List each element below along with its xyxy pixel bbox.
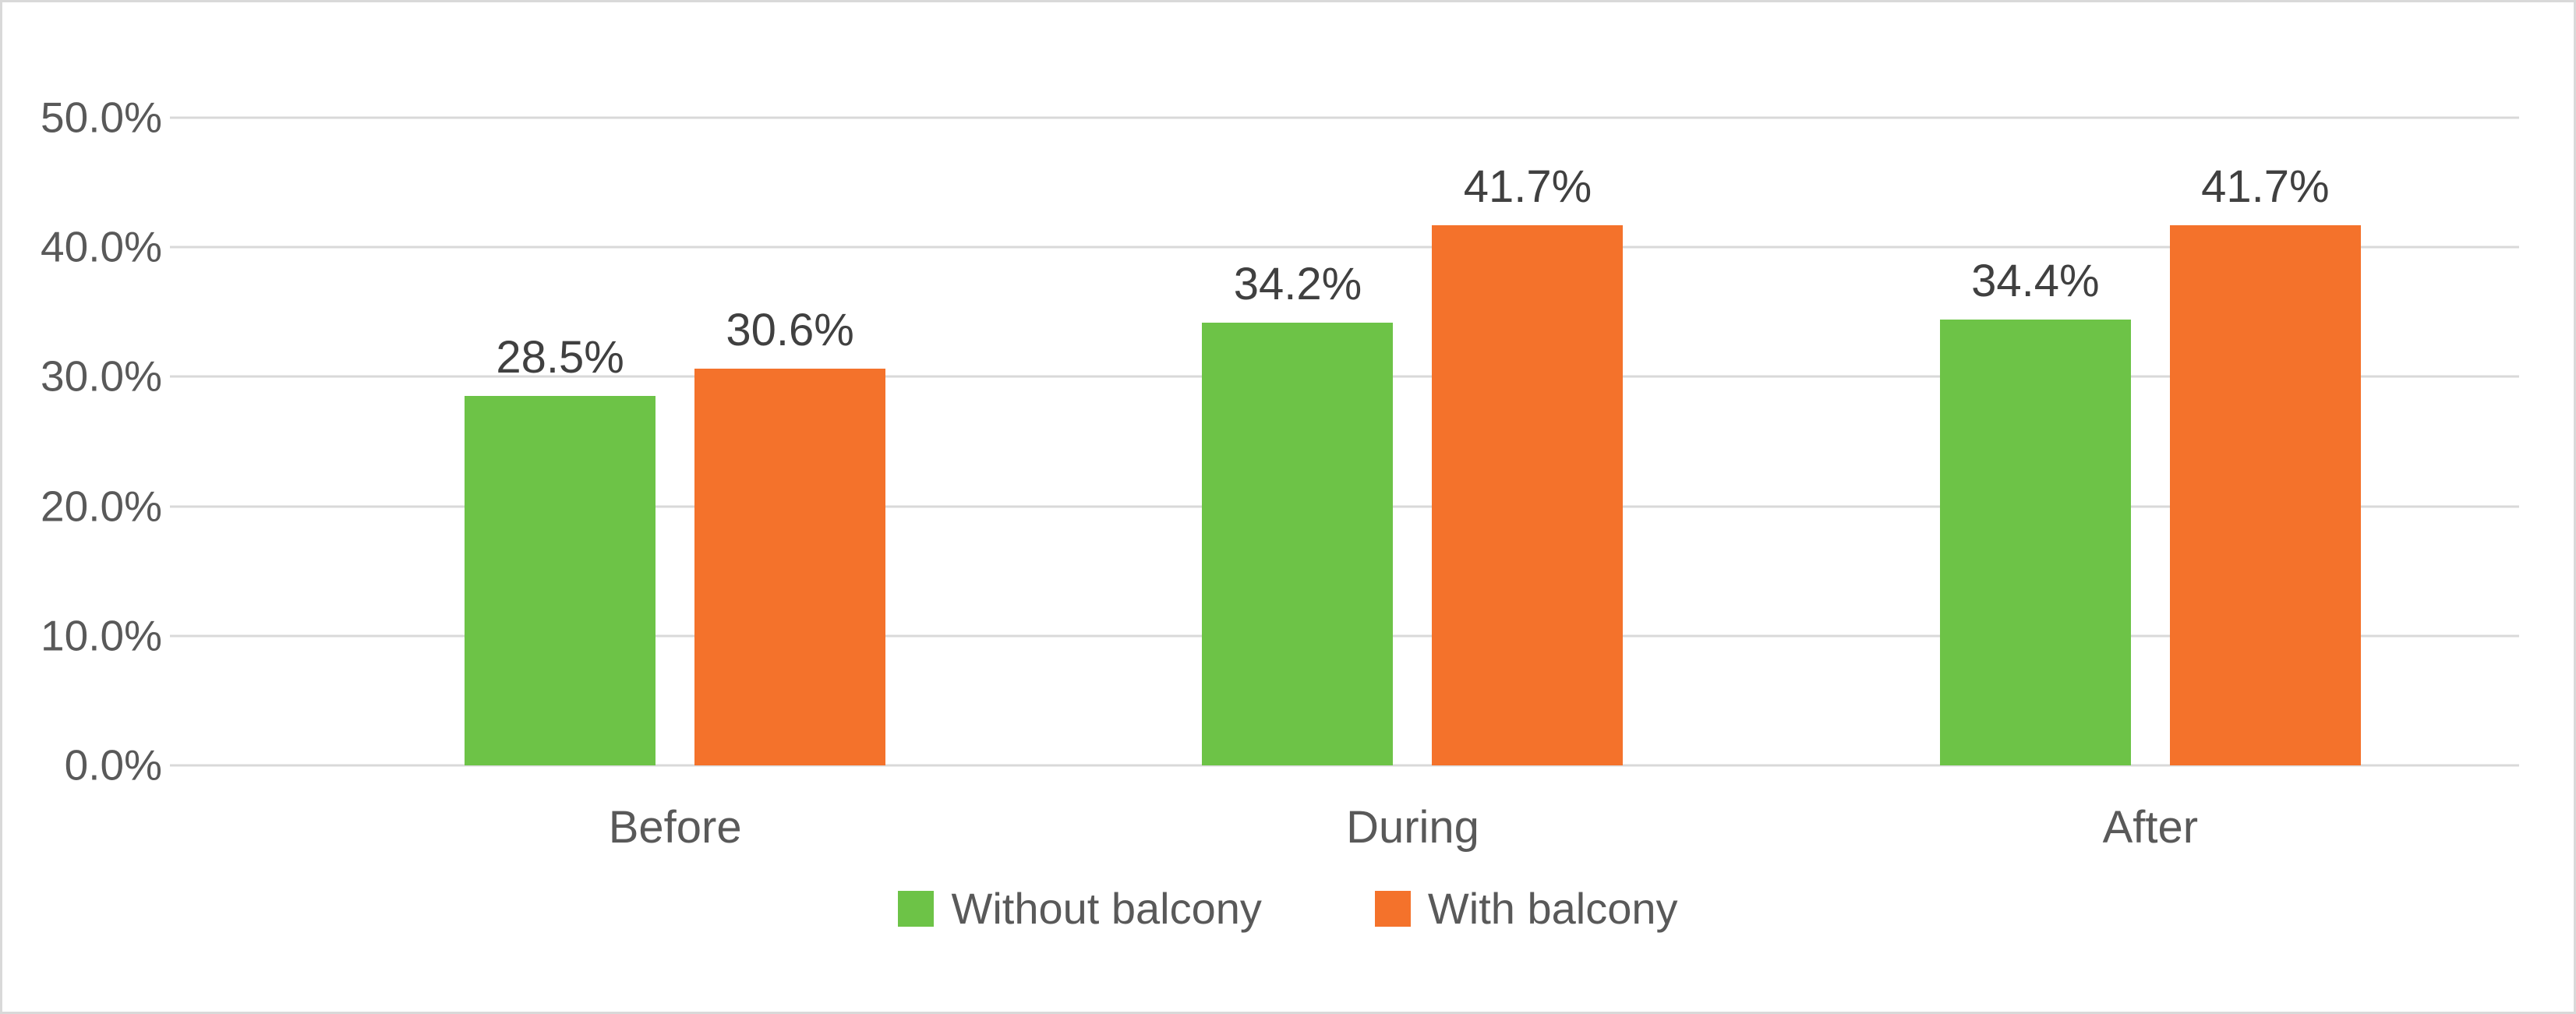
legend: Without balcony With balcony: [2, 887, 2574, 931]
x-axis-labels: Before During After: [189, 805, 2519, 850]
y-axis-tick-label: 20.0%: [41, 482, 162, 531]
legend-swatch-icon: [898, 891, 935, 927]
bar-value-label: 30.6%: [726, 305, 854, 356]
y-axis-tick-label: 0.0%: [64, 740, 162, 790]
bar-series-0: 34.4%: [1939, 259, 2131, 765]
legend-label: Without balcony: [951, 884, 1262, 933]
x-axis-category-label: After: [2102, 802, 2199, 853]
y-axis: 0.0% 10.0% 20.0% 30.0% 40.0% 50.0%: [2, 96, 162, 786]
bar-series-1: 30.6%: [694, 308, 886, 765]
x-axis-category-label: Before: [608, 802, 742, 853]
x-axis-category-label: During: [1346, 802, 1479, 853]
bar-series-0: 28.5%: [465, 335, 656, 765]
gridline: [170, 246, 2519, 249]
legend-item: Without balcony: [898, 884, 1262, 933]
legend-item: With balcony: [1374, 884, 1678, 933]
legend-swatch-icon: [1374, 891, 1411, 927]
bar-value-label: 41.7%: [2201, 161, 2330, 212]
y-axis-tick-label: 50.0%: [41, 93, 162, 142]
bar-group: 34.2% 41.7%: [1044, 118, 1781, 765]
bar-value-label: 28.5%: [496, 332, 624, 383]
plot-area: 28.5% 30.6% 34.2% 41.7% 34.4% 41.7%: [170, 116, 2519, 767]
bar-series-1: 41.7%: [1432, 164, 1624, 765]
legend-label: With balcony: [1427, 884, 1678, 933]
bar-value-label: 34.4%: [1971, 256, 2100, 307]
bar-value-label: 34.2%: [1233, 258, 1362, 309]
bar-group: 34.4% 41.7%: [1782, 118, 2519, 765]
bar-series-0: 34.2%: [1202, 261, 1394, 765]
y-axis-tick-label: 10.0%: [41, 611, 162, 660]
gridline: [170, 116, 2519, 119]
bar-value-label: 41.7%: [1463, 161, 1592, 212]
bar-group: 28.5% 30.6%: [306, 118, 1044, 765]
y-axis-tick-label: 40.0%: [41, 222, 162, 271]
gridline: [170, 764, 2519, 767]
bars-row: 28.5% 30.6% 34.2% 41.7% 34.4% 41.7%: [189, 118, 2519, 765]
y-axis-tick-label: 30.0%: [41, 352, 162, 401]
bar-series-1: 41.7%: [2169, 164, 2361, 765]
